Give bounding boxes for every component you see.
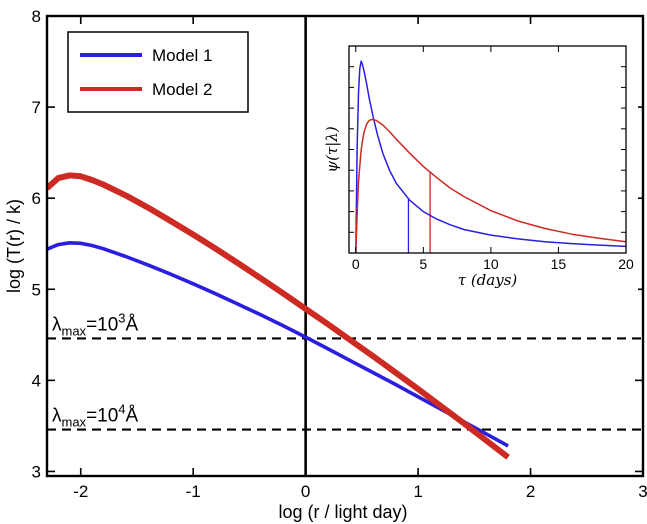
- y-tick-label: 3: [32, 462, 41, 481]
- legend-box: [67, 31, 249, 113]
- reference-label-part: Å: [126, 406, 139, 427]
- y-axis-label: log (T(r) / k): [4, 199, 24, 293]
- x-tick-label: 2: [526, 482, 535, 501]
- inset-x-tick-label: 0: [352, 256, 360, 272]
- reference-label-part: λ: [52, 406, 62, 427]
- x-tick-label: -1: [186, 482, 201, 501]
- y-tick-label: 6: [32, 189, 41, 208]
- inset-background: [318, 28, 638, 290]
- y-tick-label: 4: [32, 371, 41, 390]
- main-plot-frame: [45, 14, 645, 478]
- y-tick-label: 5: [32, 280, 41, 299]
- legend: Model 1 Model 2: [67, 31, 249, 113]
- inset-y-axis-label: ψ(τ|λ): [323, 126, 341, 172]
- inset-x-tick-label: 20: [618, 256, 634, 272]
- x-axis-label: log (r / light day): [278, 502, 407, 522]
- reference-label-part: =10: [86, 406, 118, 427]
- x-tick-label: 0: [301, 482, 310, 501]
- x-tick-label: -2: [73, 482, 88, 501]
- legend-entry-2: Model 2: [152, 80, 212, 99]
- reference-label-part: λ: [52, 314, 62, 335]
- legend-entry-1: Model 1: [152, 46, 212, 65]
- x-tick-label: 1: [413, 482, 422, 501]
- inset-series-line-model-1: [355, 60, 627, 254]
- inset-x-tick-label: 10: [483, 256, 499, 272]
- reference-label-part: =10: [86, 314, 118, 335]
- inset-x-tick-label: 15: [551, 256, 567, 272]
- inset-x-axis-label: τ (days): [458, 271, 518, 289]
- inset-plot: 0 5 10 15 20 τ (days) ψ(τ|λ): [318, 28, 638, 290]
- y-tick-label: 7: [32, 98, 41, 117]
- inset-x-tick-label: 5: [419, 256, 427, 272]
- series-line-model-1: [47, 241, 509, 448]
- reference-label-part: Å: [126, 314, 139, 335]
- reference-label-part: 4: [118, 402, 125, 417]
- reference-label-part: 3: [118, 310, 125, 325]
- reference-line-label-2: λmax=104Å: [52, 402, 139, 430]
- series-line-model-2: [47, 172, 510, 460]
- inset-series-line-model-2: [355, 118, 627, 254]
- y-tick-label: 8: [32, 7, 41, 26]
- x-tick-label: 3: [638, 482, 647, 501]
- reference-label-part: max: [62, 415, 87, 430]
- reference-line-label-1: λmax=103Å: [52, 310, 139, 338]
- reference-label-part: max: [62, 323, 87, 338]
